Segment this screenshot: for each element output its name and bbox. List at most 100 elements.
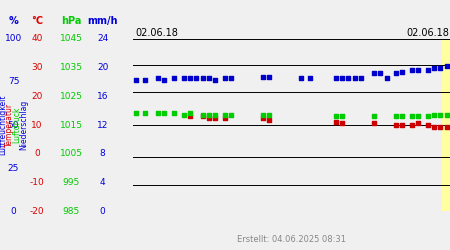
Point <box>266 113 273 117</box>
Text: 0: 0 <box>100 207 105 216</box>
Point <box>370 114 378 118</box>
Point <box>221 116 228 120</box>
Point <box>186 76 194 80</box>
Text: 10: 10 <box>31 120 43 130</box>
Point <box>431 66 438 70</box>
Text: hPa: hPa <box>61 16 81 26</box>
Point <box>154 76 162 80</box>
Point <box>431 113 438 117</box>
Point <box>221 76 228 80</box>
Point <box>358 76 365 80</box>
Text: 20: 20 <box>97 63 108 72</box>
Point <box>332 76 339 80</box>
Text: Luftfeuchtigkeit: Luftfeuchtigkeit <box>0 95 8 155</box>
Text: 40: 40 <box>31 34 43 43</box>
Text: 100: 100 <box>5 34 22 43</box>
Point <box>307 76 314 80</box>
Point <box>392 114 400 118</box>
Point <box>205 113 212 117</box>
Text: 02.06.18: 02.06.18 <box>406 28 449 38</box>
Point <box>199 76 206 80</box>
Text: 1025: 1025 <box>60 92 82 101</box>
Point <box>171 76 178 80</box>
Point <box>205 76 212 80</box>
Point <box>228 113 235 117</box>
Text: Erstellt: 04.06.2025 08:31: Erstellt: 04.06.2025 08:31 <box>237 236 346 244</box>
Point <box>212 116 219 120</box>
Text: 24: 24 <box>97 34 108 43</box>
Point <box>370 121 378 125</box>
Text: -20: -20 <box>30 207 44 216</box>
Text: Niederschlag: Niederschlag <box>19 100 28 150</box>
Point <box>443 64 450 68</box>
Point <box>338 121 346 125</box>
Point <box>424 123 432 127</box>
Point <box>228 76 235 80</box>
Point <box>415 114 422 118</box>
Text: 50: 50 <box>8 120 19 130</box>
Text: 0: 0 <box>34 149 40 158</box>
Text: mm/h: mm/h <box>87 16 118 26</box>
Point <box>180 76 187 80</box>
Point <box>332 120 339 124</box>
Point <box>297 76 305 80</box>
Point <box>171 111 178 115</box>
Text: Luftdruck: Luftdruck <box>13 107 22 143</box>
Point <box>415 68 422 72</box>
Point <box>212 113 219 117</box>
Point <box>345 76 352 80</box>
Point <box>266 75 273 79</box>
Point <box>338 76 346 80</box>
Text: 02.06.18: 02.06.18 <box>135 28 178 38</box>
Point <box>161 78 168 82</box>
Point <box>392 71 400 75</box>
Point <box>199 114 206 118</box>
Text: 1045: 1045 <box>60 34 82 43</box>
Point <box>399 114 406 118</box>
Point <box>142 111 149 115</box>
Text: Temperatur: Temperatur <box>5 103 14 147</box>
Text: 1015: 1015 <box>59 120 83 130</box>
Point <box>132 111 140 115</box>
Text: 1035: 1035 <box>59 63 83 72</box>
Point <box>424 68 432 72</box>
Point <box>186 114 194 118</box>
Point <box>408 114 415 118</box>
Point <box>431 125 438 129</box>
Point <box>199 113 206 117</box>
Text: 20: 20 <box>31 92 43 101</box>
Text: 0: 0 <box>11 207 16 216</box>
Point <box>443 113 450 117</box>
Point <box>259 116 266 120</box>
Point <box>180 113 187 117</box>
Point <box>437 66 444 70</box>
Text: 16: 16 <box>97 92 108 101</box>
Point <box>338 114 346 118</box>
Point <box>443 125 450 129</box>
Text: 8: 8 <box>100 149 105 158</box>
Point <box>408 68 415 72</box>
Text: 995: 995 <box>63 178 80 187</box>
Point <box>377 71 384 75</box>
Point <box>212 78 219 82</box>
Text: 75: 75 <box>8 78 19 86</box>
Point <box>370 71 378 75</box>
Point <box>259 75 266 79</box>
Point <box>399 70 406 73</box>
Text: 30: 30 <box>31 63 43 72</box>
Text: -10: -10 <box>30 178 44 187</box>
Point <box>259 113 266 117</box>
Point <box>161 111 168 115</box>
Point <box>154 111 162 115</box>
Point <box>186 111 194 115</box>
Text: 985: 985 <box>63 207 80 216</box>
Text: 12: 12 <box>97 120 108 130</box>
Point <box>424 114 432 118</box>
Point <box>399 123 406 127</box>
Text: 25: 25 <box>8 164 19 172</box>
Point <box>351 76 358 80</box>
Point <box>415 121 422 125</box>
Point <box>132 78 140 82</box>
Point <box>221 113 228 117</box>
Text: %: % <box>9 16 18 26</box>
